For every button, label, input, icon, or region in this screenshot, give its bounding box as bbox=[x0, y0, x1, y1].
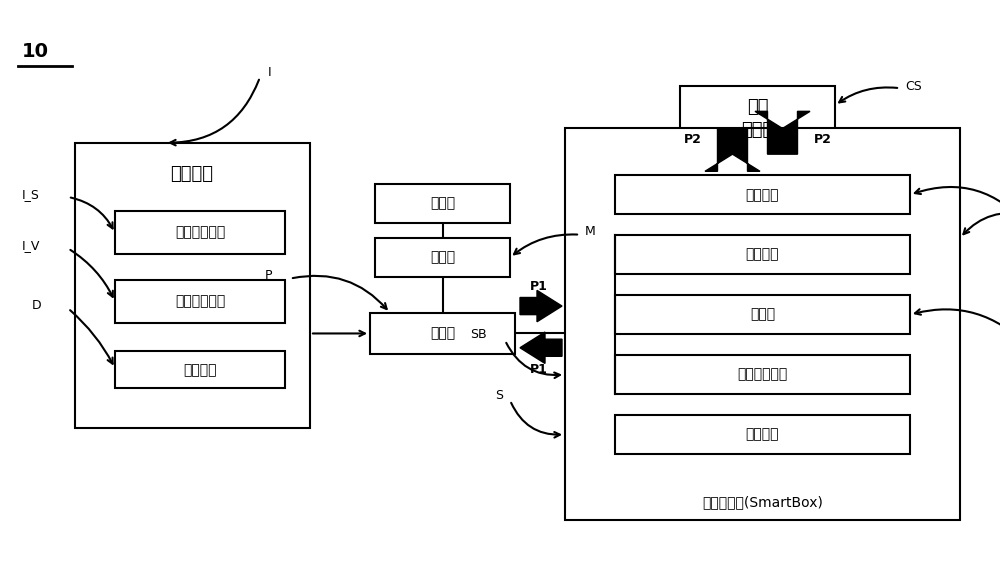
Text: 处理器: 处理器 bbox=[750, 308, 775, 321]
Text: I: I bbox=[268, 66, 272, 79]
Bar bbox=[680, 86, 835, 151]
Text: 分析模组: 分析模组 bbox=[746, 248, 779, 262]
Text: 通讯模组: 通讯模组 bbox=[746, 188, 779, 202]
Text: SB: SB bbox=[470, 328, 487, 341]
Text: 碳排放计算器: 碳排放计算器 bbox=[737, 368, 788, 381]
Text: 人机界面: 人机界面 bbox=[170, 165, 214, 183]
Bar bbox=[375, 238, 510, 277]
Bar bbox=[370, 313, 515, 354]
Text: CS: CS bbox=[905, 80, 922, 93]
Text: 控制器: 控制器 bbox=[430, 327, 455, 340]
Text: P1: P1 bbox=[530, 280, 548, 292]
Bar bbox=[115, 211, 285, 254]
Text: 加工状态界面: 加工状态界面 bbox=[175, 294, 225, 308]
Text: P1: P1 bbox=[530, 363, 548, 376]
Text: M: M bbox=[585, 226, 596, 238]
Bar bbox=[75, 143, 310, 428]
Text: 储存模组: 储存模组 bbox=[746, 428, 779, 441]
Polygon shape bbox=[705, 128, 760, 171]
Bar bbox=[615, 355, 910, 394]
Text: 智慧机上盒(SmartBox): 智慧机上盒(SmartBox) bbox=[702, 496, 823, 509]
Text: 感测器: 感测器 bbox=[430, 196, 455, 210]
Bar bbox=[115, 351, 285, 388]
Text: 显示模组: 显示模组 bbox=[183, 363, 217, 377]
Bar bbox=[615, 235, 910, 274]
Polygon shape bbox=[520, 290, 562, 322]
Text: S: S bbox=[495, 389, 503, 402]
Text: 参数设定界面: 参数设定界面 bbox=[175, 226, 225, 240]
Text: 10: 10 bbox=[22, 42, 49, 61]
Text: 云端
伺服器: 云端 伺服器 bbox=[741, 98, 774, 139]
Polygon shape bbox=[755, 111, 810, 154]
Text: I_V: I_V bbox=[22, 239, 40, 252]
Bar bbox=[615, 415, 910, 454]
Bar bbox=[615, 295, 910, 334]
Text: P: P bbox=[265, 270, 272, 282]
Text: P2: P2 bbox=[814, 134, 831, 146]
Text: P2: P2 bbox=[684, 134, 701, 146]
Bar bbox=[615, 175, 910, 214]
Bar bbox=[115, 280, 285, 323]
Bar bbox=[375, 184, 510, 223]
Polygon shape bbox=[520, 332, 562, 364]
Text: D: D bbox=[32, 299, 42, 312]
Bar bbox=[565, 128, 960, 520]
Text: 工具机: 工具机 bbox=[430, 251, 455, 264]
Text: I_S: I_S bbox=[22, 188, 40, 200]
